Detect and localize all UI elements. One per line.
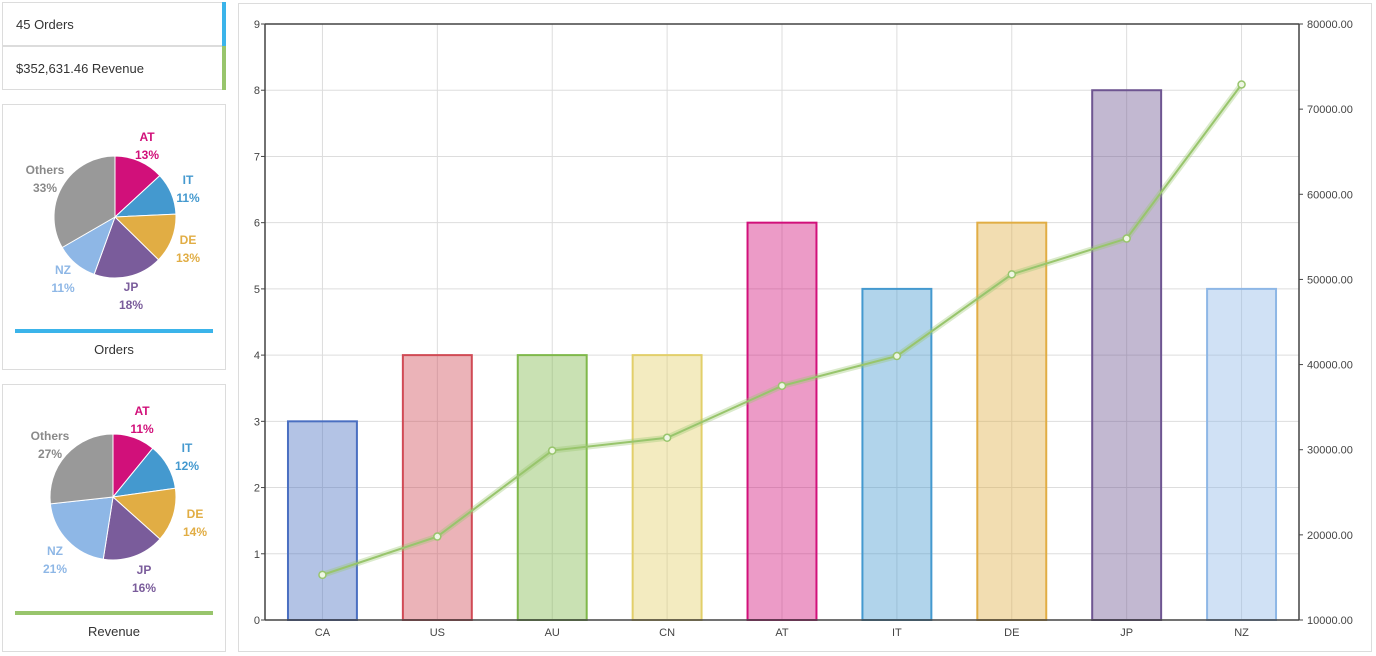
pie-slice-others [49, 433, 114, 505]
pie-slice-de [111, 487, 177, 540]
revenue-kpi-card: $352,631.46 Revenue [2, 46, 226, 90]
left-tick-label: 5 [254, 284, 260, 296]
orders-caption: Orders [94, 342, 134, 357]
revenue-kpi-text: $352,631.46 Revenue [16, 61, 144, 76]
orders-kpi-accent [222, 2, 226, 46]
right-tick-label: 50000.00 [1307, 274, 1353, 286]
bar-jp [1091, 89, 1163, 621]
right-tick-label: 10000.00 [1307, 615, 1353, 627]
pie-pct-de: 13% [176, 251, 200, 265]
bar-us [401, 354, 473, 621]
left-tick-label: 8 [254, 85, 260, 97]
pie-label-others: Others [31, 429, 70, 443]
left-tick-label: 9 [254, 19, 260, 31]
orders-pie-chart: AT 13% IT 11% DE 13% JP 18% NZ 11% Others 33% [26, 130, 201, 312]
pie-slice-nz [49, 496, 114, 560]
revenue-pie-panel: AT 11% IT 12% DE 14% JP 16% NZ 21% Others 27% Reven… [2, 384, 226, 652]
revenue-point-it [892, 351, 902, 361]
x-tick-label-au: AU [545, 627, 560, 639]
pie-pct-others: 27% [38, 447, 62, 461]
left-tick-label: 1 [254, 549, 260, 561]
right-tick-label: 60000.00 [1307, 189, 1353, 201]
left-tick-label: 4 [254, 350, 260, 362]
pie-pct-nz: 21% [43, 562, 67, 576]
right-tick-label: 80000.00 [1307, 19, 1353, 31]
revenue-kpi-accent [222, 46, 226, 90]
bar-cn [631, 354, 703, 621]
pie-label-de: DE [180, 233, 197, 247]
revenue-point-us [433, 532, 442, 541]
bar-at [746, 221, 818, 622]
orders-underline [15, 329, 213, 333]
left-tick-label: 0 [254, 615, 260, 627]
pie-pct-de: 14% [183, 525, 207, 539]
bar-de [976, 221, 1048, 622]
revenue-caption: Revenue [87, 624, 141, 639]
right-tick-label: 70000.00 [1307, 104, 1353, 116]
pie-pct-it: 11% [176, 191, 200, 205]
bar-nz [1206, 287, 1278, 621]
x-tick-label-it: IT [892, 627, 902, 639]
revenue-point-nz [1237, 80, 1246, 89]
pie-label-it: IT [182, 441, 193, 455]
pie-pct-it: 12% [175, 459, 199, 473]
pie-slice-jp [102, 496, 161, 561]
pie-label-nz: NZ [55, 263, 71, 277]
orders-pie-panel: AT 13% IT 11% DE 13% JP 18% NZ 11% Others 33% Order… [2, 104, 226, 370]
revenue-pie-chart: AT 11% IT 12% DE 14% JP 16% NZ 21% Others 27% [31, 404, 208, 595]
revenue-point-ca [318, 570, 327, 580]
pie-slice-jp [93, 216, 160, 279]
pie-slice-others [53, 155, 116, 249]
x-tick-label-cn: CN [659, 627, 675, 639]
left-tick-label: 2 [254, 483, 260, 495]
pie-label-at: AT [139, 130, 155, 144]
orders-kpi-text: 45 Orders [16, 17, 74, 32]
pie-pct-jp: 16% [132, 581, 156, 595]
right-tick-label: 30000.00 [1307, 445, 1353, 457]
revenue-underline [15, 611, 213, 615]
bar-ca [286, 420, 358, 622]
pie-pct-others: 33% [33, 181, 57, 195]
main-chart-panel: 0 1 2 3 4 5 6 7 8 9 10000.00 20000.00 30000.00 40000.… [238, 3, 1372, 652]
revenue-point-cn [662, 433, 672, 443]
left-tick-label: 7 [254, 151, 260, 163]
x-tick-label-de: DE [1004, 627, 1019, 639]
pie-label-jp: JP [124, 280, 139, 294]
orders-kpi-card: 45 Orders [2, 2, 226, 46]
pie-label-others: Others [26, 163, 65, 177]
x-tick-label-at: AT [775, 627, 789, 639]
right-tick-label: 40000.00 [1307, 360, 1353, 372]
pie-pct-at: 11% [130, 422, 154, 436]
left-tick-label: 3 [254, 416, 260, 428]
x-tick-label-nz: NZ [1234, 627, 1249, 639]
pie-label-nz: NZ [47, 544, 63, 558]
revenue-point-de [1007, 270, 1017, 279]
left-tick-label: 6 [254, 218, 260, 230]
pie-label-at: AT [134, 404, 150, 418]
right-tick-label: 20000.00 [1307, 530, 1353, 542]
revenue-point-at [777, 381, 787, 391]
pie-pct-at: 13% [135, 148, 159, 162]
x-tick-label-ca: CA [315, 627, 331, 639]
x-tick-label-us: US [430, 627, 445, 639]
pie-label-jp: JP [137, 563, 152, 577]
x-tick-label-jp: JP [1120, 627, 1133, 639]
revenue-point-au [547, 446, 557, 455]
revenue-point-jp [1122, 234, 1131, 243]
pie-pct-nz: 11% [51, 281, 75, 295]
pie-label-de: DE [187, 507, 204, 521]
pie-pct-jp: 18% [119, 298, 143, 312]
pie-label-it: IT [183, 173, 194, 187]
bar-au [516, 354, 588, 621]
bar-it [861, 287, 933, 621]
